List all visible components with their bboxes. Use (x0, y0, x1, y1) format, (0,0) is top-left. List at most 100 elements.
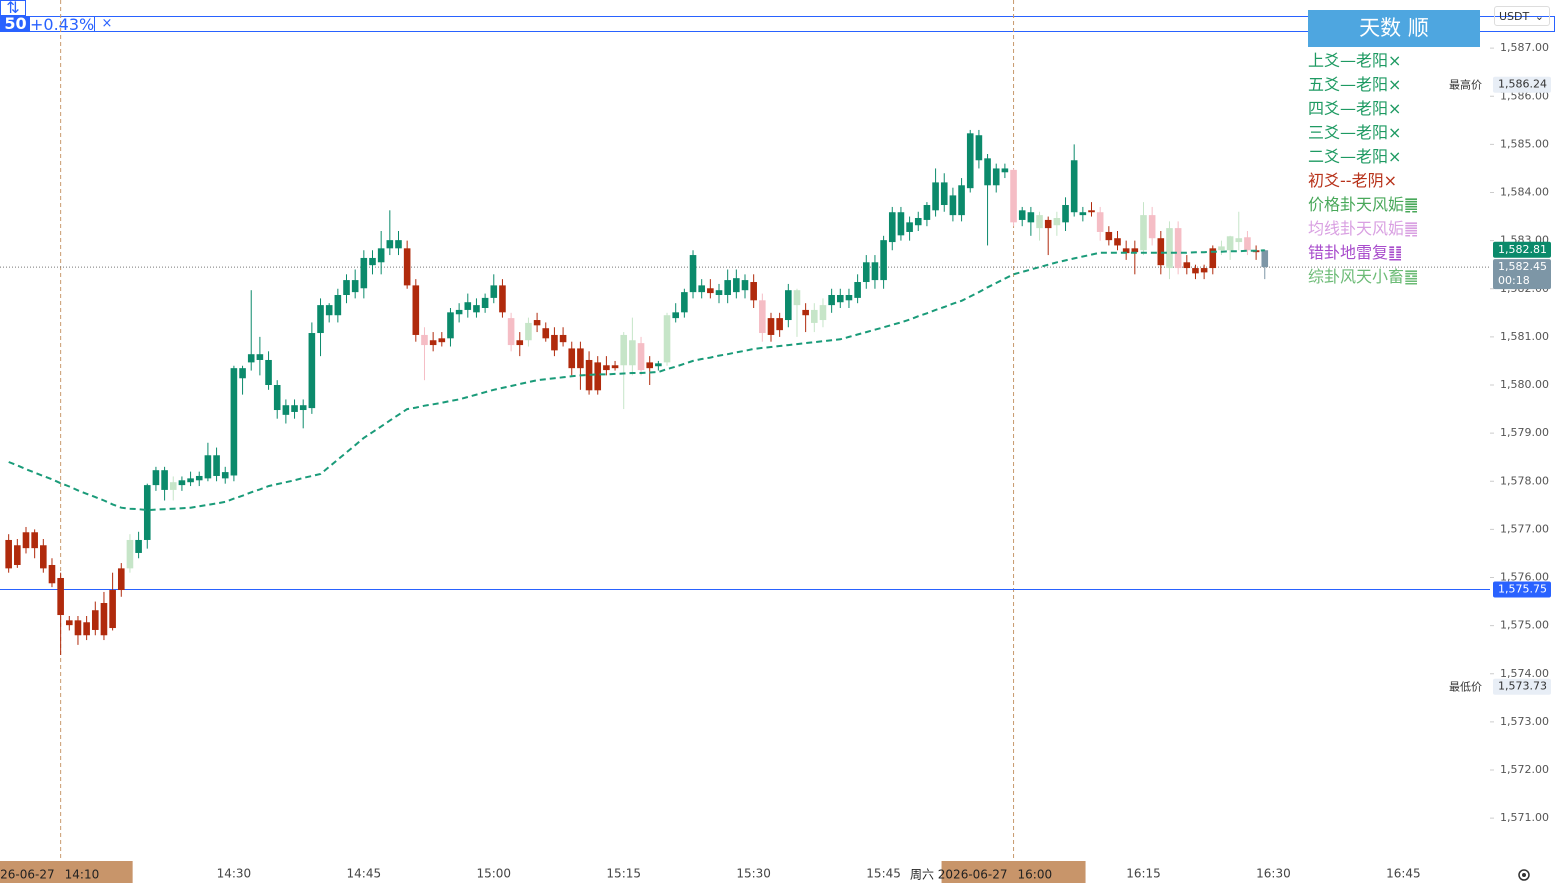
candle-body (802, 309, 809, 316)
panel-cell: 天风姤 (1356, 195, 1405, 214)
candle-body (1114, 238, 1121, 246)
candle-body (559, 334, 567, 343)
crosshair-date: 周六 2026-06-27 (0, 868, 55, 882)
panel-cell: 老阳× (1356, 99, 1402, 118)
candle-body (473, 305, 480, 313)
x-axis-strip (0, 860, 1490, 883)
candle-body (14, 545, 21, 565)
x-tick-label: 15:15 (606, 867, 641, 881)
order-close[interactable]: × (94, 17, 119, 31)
crosshair-time: 14:10 (65, 868, 100, 882)
x-tick-label: 15:00 (476, 867, 511, 881)
candle-body (516, 340, 524, 346)
countdown: 00:18 (1498, 274, 1530, 287)
y-tick-label: 1,574.00 (1500, 667, 1549, 680)
candle-body (1174, 228, 1182, 269)
panel-cell: 五爻 (1308, 75, 1341, 94)
panel-cell: 均线卦 (1308, 219, 1357, 238)
extreme-name: 最高价 (1449, 78, 1482, 92)
candle-body (525, 322, 532, 341)
candle-body (1036, 215, 1043, 229)
candle-body (109, 590, 116, 629)
order-widget: ⇅ 50 +0.43% × (0, 0, 1555, 34)
panel-row: 价格卦天风姤䷫ (1308, 191, 1480, 215)
candle-body (377, 248, 385, 263)
y-tick-label: 1,585.00 (1500, 137, 1549, 150)
candle-body (256, 354, 264, 360)
candle-body (888, 212, 896, 243)
candle-body (143, 485, 151, 540)
currency-select[interactable]: USDT ⌄ (1494, 6, 1550, 26)
candle-body (126, 539, 134, 569)
panel-cell: 老阴× (1351, 171, 1397, 190)
candle-body (776, 318, 783, 331)
candle-body (66, 620, 73, 626)
panel-cell: 老阳× (1356, 147, 1402, 166)
candle-body (308, 333, 316, 409)
candle-body (785, 290, 792, 321)
candle-body (40, 545, 47, 569)
panel-title: 天数 顺 (1308, 10, 1480, 47)
price-badge-label: 1,575.75 (1498, 583, 1547, 596)
panel-row: 错卦地雷复䷗ (1308, 239, 1480, 263)
candle-body (733, 278, 740, 293)
candle-body (1079, 212, 1087, 216)
panel-cell: 地雷复 (1340, 243, 1389, 262)
signal-panel: 天数 顺上爻—老阳× 五爻—老阳× 四爻—老阳× 三爻—老阳× 二爻—老阳× 初爻--老阴… (1308, 10, 1480, 287)
x-tick-label: 14:45 (347, 867, 382, 881)
candle-body (646, 362, 654, 369)
candle-body (317, 305, 324, 334)
candle-body (620, 334, 628, 366)
candle-body (577, 348, 584, 369)
candle-body (369, 257, 376, 266)
panel-cell: 错卦 (1308, 243, 1341, 262)
currency: USDT (1499, 10, 1530, 23)
order-icon[interactable]: ⇅ (0, 0, 26, 16)
candle-body (871, 262, 879, 281)
y-tick-label: 1,579.00 (1500, 426, 1549, 439)
candle-body (282, 405, 290, 415)
candle-body (195, 475, 203, 481)
panel-cell: 老阳× (1356, 75, 1402, 94)
panel-cell: 天风姤 (1356, 219, 1405, 238)
panel-row: 二爻—老阳× (1308, 143, 1480, 167)
price-badge (1493, 241, 1551, 258)
candle-body (897, 212, 905, 236)
candle-body (91, 610, 99, 630)
candle-body (663, 315, 671, 363)
candle-body (880, 240, 887, 281)
price-badge-label: 1,573.73 (1498, 680, 1547, 693)
panel-cell: ䷗ (1388, 243, 1403, 262)
candle-body (1044, 219, 1052, 229)
candle-body (230, 368, 238, 476)
candle-body (169, 482, 177, 490)
candle-body (438, 338, 446, 343)
candle-body (949, 195, 957, 216)
x-tick-label: 16:30 (1256, 867, 1291, 881)
candle-body (975, 135, 983, 161)
y-tick-label: 1,573.00 (1500, 715, 1549, 728)
candle-body (22, 532, 30, 549)
candle-body (707, 288, 714, 294)
candle-body (239, 368, 246, 379)
candle-body (672, 312, 679, 319)
candle-body (57, 577, 64, 616)
candle-body (265, 359, 272, 386)
candle-body (1001, 168, 1009, 173)
candle-body (299, 405, 307, 411)
order-box: 50 +0.43% × (0, 15, 1555, 34)
candle-body (1105, 231, 1113, 241)
candle-body (273, 385, 281, 411)
candle-body (83, 622, 90, 636)
candle-body (542, 328, 550, 339)
panel-cell: ䷈ (1404, 267, 1419, 286)
crosshair-time: 16:00 (1018, 868, 1053, 882)
price-badge (1493, 76, 1551, 93)
y-tick-label: 1,571.00 (1500, 811, 1549, 824)
panel-cell: 初爻 (1308, 171, 1341, 190)
candle-body (1131, 248, 1139, 253)
panel-row: 综卦风天小畜䷈ (1308, 263, 1480, 287)
candle-body (213, 455, 220, 476)
settings-icon[interactable] (1518, 869, 1530, 881)
